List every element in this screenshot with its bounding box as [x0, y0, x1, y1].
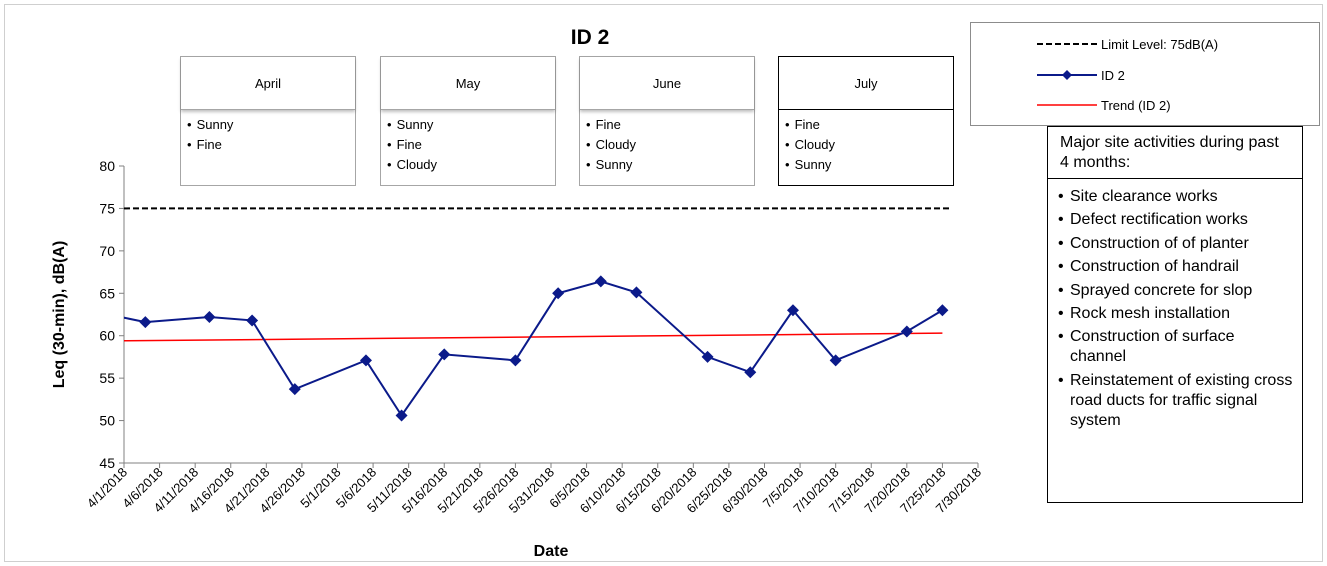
month-label: May [381, 57, 555, 110]
y-tick-label: 80 [99, 158, 115, 174]
legend-label: Trend (ID 2) [1101, 97, 1171, 113]
data-point [552, 287, 565, 300]
y-axis-title: Leq (30-min), dB(A) [51, 241, 68, 389]
legend-item-series: ID 2 [971, 65, 1125, 85]
data-point [936, 304, 949, 317]
y-tick-label: 55 [99, 370, 115, 386]
x-axis-title: Date [534, 543, 569, 560]
data-point [246, 314, 259, 327]
weather-list: Sunny Fine [181, 110, 355, 155]
activity-item: Construction of handrail [1058, 257, 1294, 277]
legend-item-trend: Trend (ID 2) [971, 95, 1171, 115]
weather-item: Cloudy [387, 155, 555, 175]
site-activities-box: Major site activities during past 4 mont… [1047, 126, 1303, 503]
activities-title: Major site activities during past 4 mont… [1048, 127, 1302, 179]
y-tick-label: 45 [99, 455, 115, 471]
series-line [124, 280, 943, 418]
weather-item: Sunny [187, 115, 355, 135]
data-point [509, 354, 522, 367]
trend-line [123, 332, 943, 342]
legend-line-marker-icon [1037, 70, 1097, 80]
month-box-july: July Fine Cloudy Sunny [778, 56, 954, 186]
month-label: July [779, 57, 953, 110]
data-point [701, 350, 714, 363]
activity-item: Construction of of planter [1058, 234, 1294, 254]
weather-item: Fine [785, 115, 953, 135]
weather-item: Cloudy [785, 135, 953, 155]
weather-item: Fine [586, 115, 754, 135]
weather-item: Sunny [586, 155, 754, 175]
weather-list: Fine Cloudy Sunny [779, 110, 953, 175]
legend-label: ID 2 [1101, 67, 1125, 83]
data-point [900, 325, 913, 338]
weather-list: Fine Cloudy Sunny [580, 110, 754, 175]
month-box-may: May Sunny Fine Cloudy [380, 56, 556, 186]
chart-frame [4, 4, 1323, 562]
data-point [786, 304, 799, 317]
activity-item: Site clearance works [1058, 187, 1294, 207]
weather-list: Sunny Fine Cloudy [381, 110, 555, 175]
legend-red-line-icon [1037, 104, 1097, 106]
data-point [359, 354, 372, 367]
activity-item: Rock mesh installation [1058, 304, 1294, 324]
y-tick-label: 50 [99, 413, 115, 429]
data-point [594, 275, 607, 288]
y-tick-label: 60 [99, 328, 115, 344]
weather-item: Fine [387, 135, 555, 155]
activity-item: Defect rectification works [1058, 210, 1294, 230]
month-label: April [181, 57, 355, 110]
chart-title: ID 2 [570, 26, 610, 49]
activity-item: Sprayed concrete for slop [1058, 281, 1294, 301]
activity-item: Construction of surface channel [1058, 327, 1294, 367]
data-point [139, 316, 152, 329]
data-point [438, 348, 451, 361]
month-box-april: April Sunny Fine [180, 56, 356, 186]
y-tick-label: 70 [99, 243, 115, 259]
weather-item: Cloudy [586, 135, 754, 155]
month-box-june: June Fine Cloudy Sunny [579, 56, 755, 186]
month-label: June [580, 57, 754, 110]
legend-label: Limit Level: 75dB(A) [1101, 36, 1219, 52]
data-point [203, 311, 216, 324]
data-point [744, 366, 757, 379]
data-point [829, 354, 842, 367]
legend-item-limit: Limit Level: 75dB(A) [971, 34, 1218, 54]
data-point [395, 409, 408, 422]
data-point [288, 383, 301, 396]
weather-item: Fine [187, 135, 355, 155]
legend-dashed-line-icon [1037, 43, 1097, 45]
activities-list: Site clearance works Defect rectificatio… [1048, 179, 1302, 431]
chart-legend: Limit Level: 75dB(A) ID 2 Trend (ID 2) [970, 22, 1320, 126]
activity-item: Reinstatement of existing cross road duc… [1058, 371, 1294, 431]
weather-item: Sunny [785, 155, 953, 175]
y-tick-label: 65 [99, 285, 115, 301]
y-tick-label: 75 [99, 200, 115, 216]
data-point [630, 286, 643, 299]
weather-item: Sunny [387, 115, 555, 135]
